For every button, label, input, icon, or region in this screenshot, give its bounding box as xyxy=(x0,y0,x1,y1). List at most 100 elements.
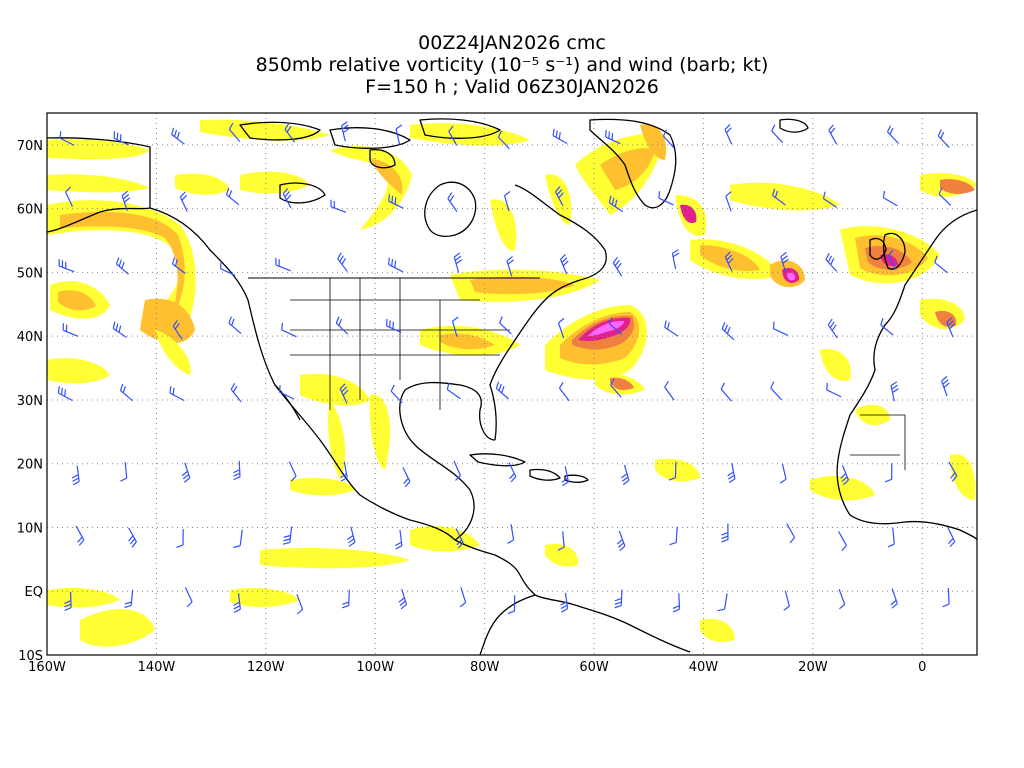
wind-barb xyxy=(947,526,956,548)
wind-barb xyxy=(887,527,895,548)
wind-barb xyxy=(721,523,729,543)
wind-barb xyxy=(181,462,191,483)
wind-barb xyxy=(75,525,85,546)
wind-barb xyxy=(779,463,787,484)
wind-barb xyxy=(507,595,516,615)
wind-barb xyxy=(620,464,630,486)
wind-barb xyxy=(616,530,626,552)
wind-barb xyxy=(827,318,838,339)
wind-barb xyxy=(828,124,838,145)
wind-barb xyxy=(395,529,403,550)
wind-barb xyxy=(937,129,950,148)
wind-barb xyxy=(942,588,950,608)
wind-barb xyxy=(506,256,514,277)
wind-barb xyxy=(770,381,782,401)
wind-barb xyxy=(890,588,898,609)
map-frame xyxy=(46,112,978,656)
wind-barb xyxy=(840,465,850,486)
wind-barb xyxy=(340,461,348,482)
wind-barb xyxy=(390,384,403,404)
wind-barb xyxy=(281,322,297,338)
wind-barb xyxy=(459,587,467,608)
latitude-labels: 10S EQ 10N 20N 30N 40N 50N 60N 70N xyxy=(17,139,43,664)
wind-barb xyxy=(610,378,622,398)
wind-barb xyxy=(497,130,510,150)
wind-barb xyxy=(771,124,784,144)
wind-barb xyxy=(664,380,675,401)
wind-barb xyxy=(62,323,79,337)
lon-tick-label: 0 xyxy=(918,660,926,675)
wind-barb xyxy=(341,589,350,609)
longitude-labels: 160W 140W 120W 100W 80W 60W 40W 20W 0 xyxy=(28,660,926,675)
lat-tick-label: 50N xyxy=(17,266,43,281)
wind-barb xyxy=(115,257,130,275)
wind-barb xyxy=(228,316,242,335)
wind-barb xyxy=(58,259,75,273)
wind-barb xyxy=(886,125,900,144)
wind-barb xyxy=(880,318,894,336)
wind-barb xyxy=(724,124,733,145)
wind-barb xyxy=(453,252,463,273)
wind-barb xyxy=(941,375,950,397)
wind-barb xyxy=(786,523,796,544)
wind-barb xyxy=(233,460,241,481)
wind-barb xyxy=(671,249,680,270)
lat-tick-label: 20N xyxy=(17,458,43,473)
wind-barb xyxy=(230,383,242,403)
wind-barb xyxy=(608,195,624,213)
wind-barb xyxy=(171,257,186,275)
wind-barb xyxy=(395,124,403,145)
wind-barb xyxy=(128,527,137,548)
wind-barb xyxy=(347,526,356,547)
wind-barb xyxy=(330,199,347,213)
wind-barb xyxy=(508,462,517,483)
wind-barb xyxy=(451,316,459,337)
wind-barb xyxy=(59,131,75,146)
wind-barb xyxy=(278,385,295,400)
wind-barb xyxy=(825,252,838,272)
wind-barb xyxy=(64,591,72,611)
wind-barb xyxy=(725,191,732,212)
wind-barb xyxy=(288,461,297,482)
wind-barb xyxy=(120,462,128,482)
wind-barb xyxy=(121,190,131,211)
wind-barb xyxy=(402,466,411,488)
wind-barb xyxy=(282,526,293,545)
lat-tick-label: 10S xyxy=(18,649,43,664)
wind-barb xyxy=(938,187,952,206)
wind-barb xyxy=(339,383,349,404)
wind-barb xyxy=(605,129,621,145)
wind-barb xyxy=(447,192,458,212)
wind-barb xyxy=(720,382,732,402)
lat-tick-label: 30N xyxy=(17,394,43,409)
wind-barb xyxy=(934,255,948,274)
wind-barb xyxy=(672,593,681,613)
lon-tick-label: 40W xyxy=(689,660,719,675)
lon-tick-label: 160W xyxy=(28,660,66,675)
lon-tick-label: 120W xyxy=(247,660,285,675)
wind-barb xyxy=(179,191,188,212)
wind-barb xyxy=(609,317,623,335)
title-run: 00Z24JAN2026 cmc xyxy=(418,32,606,54)
wind-barb xyxy=(503,190,511,212)
wind-barb xyxy=(112,321,127,338)
wind-barb xyxy=(335,316,349,335)
vorticity-shading xyxy=(47,119,977,647)
wind-barb xyxy=(119,383,134,402)
wind-barb xyxy=(557,531,565,551)
wind-barb xyxy=(184,587,193,608)
wind-barb xyxy=(284,123,296,143)
wind-barb xyxy=(296,594,304,615)
wind-barb xyxy=(561,466,570,487)
lat-tick-label: 70N xyxy=(17,139,43,154)
lat-tick-label: 40N xyxy=(17,330,43,345)
wind-barb xyxy=(717,593,728,612)
wind-barb xyxy=(282,188,292,209)
wind-barb xyxy=(446,382,461,400)
wind-barb xyxy=(826,382,842,398)
wind-barb xyxy=(398,589,408,610)
wind-barb xyxy=(495,381,509,400)
wind-barb xyxy=(612,256,623,277)
wind-barb xyxy=(275,257,291,272)
